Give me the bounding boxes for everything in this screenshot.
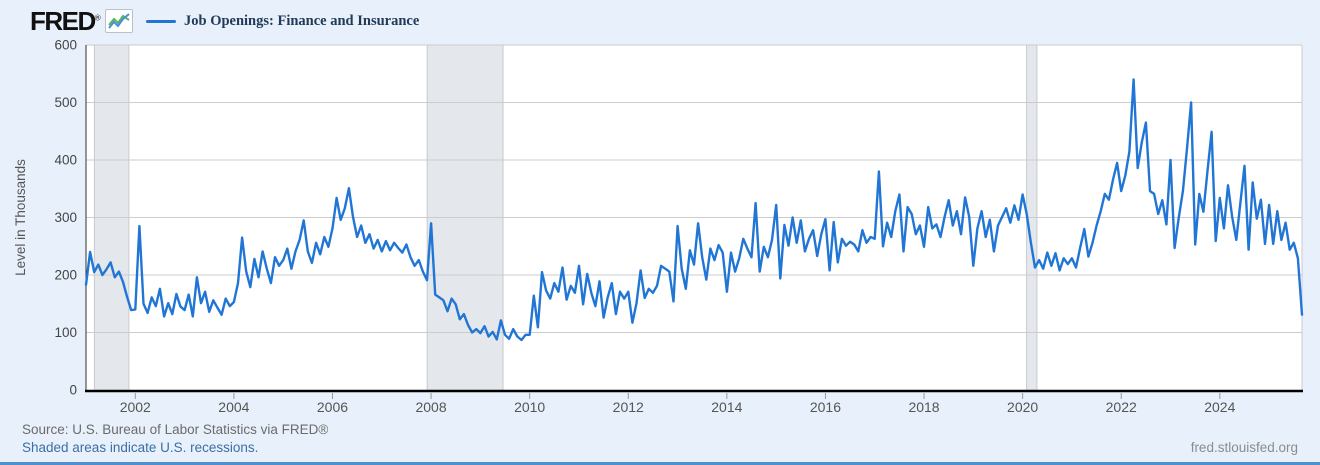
x-tick-label: 2020	[1007, 399, 1038, 415]
chart-footer: Source: U.S. Bureau of Labor Statistics …	[0, 422, 1320, 462]
y-tick-label: 300	[54, 210, 77, 225]
chart-header: FRED® Job Openings: Finance and Insuranc…	[0, 0, 1320, 42]
fred-logo: FRED®	[30, 6, 101, 37]
source-attribution: Source: U.S. Bureau of Labor Statistics …	[22, 422, 329, 437]
x-tick-label: 2010	[514, 399, 545, 415]
y-tick-label: 400	[54, 153, 77, 168]
fred-sparkline-icon	[105, 9, 133, 33]
x-tick-label: 2002	[120, 399, 151, 415]
bottom-accent-bar	[0, 462, 1320, 465]
x-tick-label: 2006	[317, 399, 348, 415]
fred-url-link[interactable]: fred.stlouisfed.org	[1190, 440, 1298, 455]
x-tick-label: 2014	[711, 399, 742, 415]
y-tick-label: 600	[54, 38, 77, 53]
y-tick-label: 100	[54, 325, 77, 340]
x-tick-label: 2024	[1204, 399, 1235, 415]
fred-logo-registered-mark: ®	[94, 13, 101, 23]
y-axis-title: Level in Thousands	[13, 159, 28, 276]
chart-canvas: 0 100 200 300 400 500 600 2002 2004 2006 2008 2010 2…	[13, 38, 1304, 415]
recession-note-link[interactable]: Shaded areas indicate U.S. recessions.	[22, 440, 259, 455]
x-tick-label: 2018	[908, 399, 939, 415]
fred-logo-text: FRED	[30, 6, 96, 36]
y-tick-label: 500	[54, 95, 77, 110]
x-tick-label: 2004	[218, 399, 249, 415]
y-tick-label: 200	[54, 268, 77, 283]
x-tick-label: 2016	[810, 399, 841, 415]
data-line	[84, 78, 1304, 342]
x-tick-label: 2008	[415, 399, 446, 415]
legend-line-swatch	[146, 20, 176, 23]
y-tick-label: 0	[69, 383, 77, 398]
sparkline-icon-svg	[108, 13, 130, 29]
chart-legend: Job Openings: Finance and Insurance	[146, 13, 419, 30]
legend-series-label: Job Openings: Finance and Insurance	[184, 13, 420, 29]
x-tick-label: 2022	[1106, 399, 1137, 415]
x-tick-label: 2012	[613, 399, 644, 415]
